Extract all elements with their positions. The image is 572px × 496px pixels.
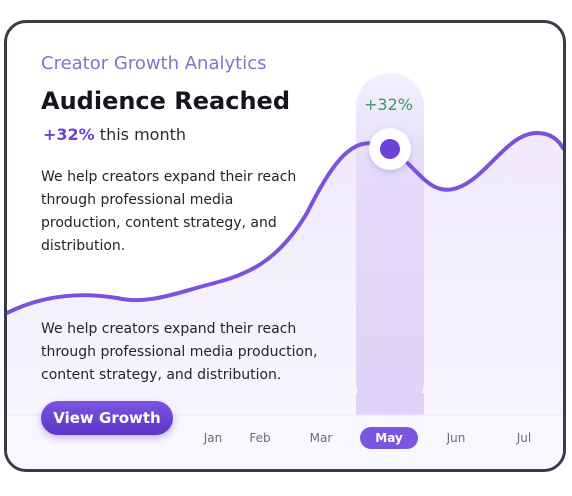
month-tab-feb[interactable]: Feb: [249, 431, 271, 445]
month-tab-jul[interactable]: Jul: [516, 431, 532, 445]
highlight-band: [356, 73, 424, 415]
month-tab-may[interactable]: May: [360, 427, 418, 449]
peak-marker-dot[interactable]: [380, 139, 400, 159]
month-tab-jan[interactable]: Jan: [203, 431, 223, 445]
growth-metric: +32% this month: [43, 125, 186, 144]
description-bottom: We help creators expand their reach thro…: [41, 321, 318, 383]
month-axis: Jan Feb Mar May Jun Jul: [7, 427, 563, 451]
growth-line: [7, 130, 563, 315]
description-top: We help creators expand their reach thro…: [41, 169, 297, 254]
highlight-band-base: [356, 393, 424, 415]
growth-period: this month: [99, 125, 187, 144]
eyebrow-text: Creator Growth Analytics: [41, 53, 267, 74]
view-growth-button[interactable]: View Growth: [41, 401, 173, 435]
analytics-card: Creator Growth Analytics Audience Reache…: [4, 20, 566, 472]
page-title: Audience Reached: [41, 87, 291, 115]
month-tab-jun[interactable]: Jun: [446, 431, 466, 445]
growth-value: +32%: [43, 125, 95, 144]
month-tab-mar[interactable]: Mar: [309, 431, 333, 445]
growth-chart: [7, 73, 563, 469]
peak-growth-label: +32%: [364, 95, 413, 114]
